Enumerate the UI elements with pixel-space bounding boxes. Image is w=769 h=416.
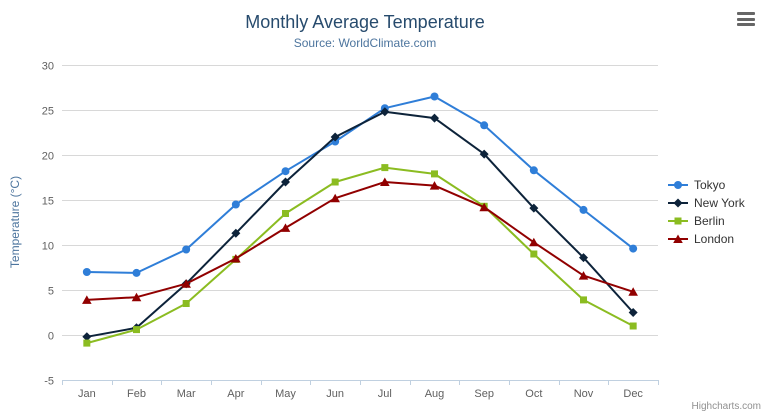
series-london[interactable] xyxy=(82,177,638,304)
series-marker-berlin xyxy=(381,164,389,172)
series-marker-new-york xyxy=(281,177,290,187)
credits-link[interactable]: Highcharts.com xyxy=(691,401,761,412)
series-marker-london xyxy=(181,279,191,288)
legend-label-london: London xyxy=(694,232,735,246)
series-marker-tokyo xyxy=(629,244,638,253)
y-axis-label: 10 xyxy=(42,241,54,253)
series-marker-london xyxy=(479,202,489,212)
series-marker-berlin xyxy=(182,300,190,307)
series-line-berlin xyxy=(85,166,635,345)
hamburger-bar xyxy=(737,12,755,15)
legend-symbol-london xyxy=(673,234,683,243)
series-marker-london xyxy=(628,287,638,296)
legend-label-tokyo: Tokyo xyxy=(694,178,726,192)
legend-marker-icon-new-york xyxy=(668,198,688,208)
series-marker-tokyo xyxy=(480,121,489,130)
x-axis-label: Jul xyxy=(378,388,392,400)
series-marker-london xyxy=(280,223,291,232)
x-axis-label: Nov xyxy=(574,388,594,400)
series-marker-london xyxy=(529,237,539,247)
series-marker-berlin xyxy=(580,296,587,304)
x-axis-label: Oct xyxy=(525,388,542,400)
y-axis-label: 15 xyxy=(42,196,54,208)
series-marker-tokyo xyxy=(579,205,588,214)
legend-marker-icon-london xyxy=(668,234,688,243)
legend-marker-icon-berlin xyxy=(668,217,688,225)
series-marker-new-york xyxy=(231,228,241,238)
series-marker-london xyxy=(231,254,241,263)
legend-symbol-tokyo xyxy=(674,181,682,189)
series-marker-london xyxy=(131,292,142,302)
series-marker-london xyxy=(82,295,92,304)
legend-item-tokyo[interactable]: Tokyo xyxy=(667,176,767,194)
legend-symbol-new-york xyxy=(673,198,683,208)
hamburger-menu-icon[interactable] xyxy=(737,12,755,26)
series-marker-tokyo xyxy=(430,92,439,101)
series-marker-new-york xyxy=(529,203,539,213)
legend-label-new-york: New York xyxy=(694,196,745,210)
x-axis-label: Apr xyxy=(227,388,244,400)
legend-marker-icon-tokyo xyxy=(668,181,688,189)
chart-subtitle: Source: WorldClimate.com xyxy=(293,36,437,50)
series-marker-tokyo xyxy=(281,167,290,176)
x-axis-label: Aug xyxy=(425,388,445,400)
x-axis-label: Jun xyxy=(326,388,344,400)
series-marker-tokyo xyxy=(182,245,191,254)
series-marker-london xyxy=(380,177,390,186)
series-marker-new-york xyxy=(380,107,390,117)
y-axis-label: -5 xyxy=(44,376,54,388)
series-marker-new-york xyxy=(579,253,588,263)
legend-item-berlin[interactable]: Berlin xyxy=(667,212,767,230)
y-axis-label: 25 xyxy=(42,106,54,118)
series-marker-berlin xyxy=(331,178,339,186)
series-line-london xyxy=(85,181,635,301)
series-new-york[interactable] xyxy=(82,107,638,342)
x-axis-label: Mar xyxy=(177,388,196,400)
series-tokyo[interactable] xyxy=(82,92,638,277)
series-marker-new-york xyxy=(82,332,92,342)
series-marker-london xyxy=(578,271,589,280)
series-marker-berlin xyxy=(530,250,538,258)
series-marker-new-york xyxy=(628,308,638,317)
y-axis-label: 0 xyxy=(48,331,54,343)
x-axis-label: Jan xyxy=(78,388,96,400)
series-marker-berlin xyxy=(629,322,637,330)
series-marker-tokyo xyxy=(82,268,91,276)
legend: Tokyo New York Berlin London xyxy=(667,176,767,248)
x-axis-label: Sep xyxy=(474,388,494,400)
legend-item-london[interactable]: London xyxy=(667,230,767,248)
series-marker-berlin xyxy=(282,210,289,217)
y-axis-label: 5 xyxy=(48,286,54,298)
series-line-new-york xyxy=(85,110,635,338)
series-marker-london xyxy=(429,181,440,190)
chart-title: Monthly Average Temperature xyxy=(245,12,485,32)
series-marker-tokyo xyxy=(132,268,141,277)
series-line-tokyo xyxy=(85,95,635,274)
y-axis-label: 20 xyxy=(42,151,54,163)
x-axis-label: May xyxy=(275,388,296,400)
series-marker-berlin xyxy=(133,326,140,334)
series-marker-london xyxy=(330,193,340,203)
y-axis-label: 30 xyxy=(42,61,54,73)
legend-item-new-york[interactable]: New York xyxy=(667,194,767,212)
series-marker-new-york xyxy=(430,113,439,123)
series-marker-berlin xyxy=(83,339,91,347)
series-marker-berlin xyxy=(431,170,438,178)
x-axis-label: Feb xyxy=(127,388,146,400)
series-marker-tokyo xyxy=(529,166,538,175)
legend-label-berlin: Berlin xyxy=(694,214,725,228)
series-marker-new-york xyxy=(330,132,340,142)
series-marker-new-york xyxy=(479,149,489,159)
hamburger-bar xyxy=(737,17,755,21)
series-marker-tokyo xyxy=(231,200,240,209)
hamburger-bar xyxy=(737,23,755,26)
x-axis-label: Dec xyxy=(623,388,643,400)
legend-symbol-berlin xyxy=(674,217,682,225)
